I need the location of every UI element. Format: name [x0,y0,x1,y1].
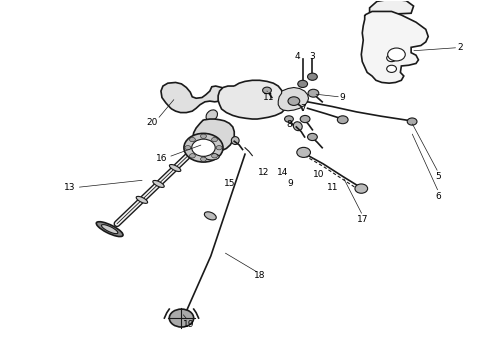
Text: 4: 4 [295,52,300,61]
Circle shape [387,65,396,72]
Circle shape [285,116,294,122]
Text: 18: 18 [254,270,266,279]
Text: 12: 12 [258,168,269,177]
Circle shape [184,134,223,162]
Circle shape [190,138,196,142]
Text: 11: 11 [327,183,339,192]
PathPatch shape [361,12,428,83]
Text: 14: 14 [277,168,289,177]
Circle shape [337,116,348,124]
Circle shape [297,147,311,157]
Circle shape [190,154,196,158]
Circle shape [288,97,300,105]
Circle shape [185,145,191,150]
Circle shape [407,118,417,125]
PathPatch shape [161,82,226,113]
Circle shape [355,184,368,193]
PathPatch shape [193,119,234,151]
Ellipse shape [204,153,219,160]
Circle shape [308,73,318,80]
Text: 16: 16 [156,154,168,163]
Text: 9: 9 [287,179,293,188]
Text: 8: 8 [286,120,292,129]
Circle shape [200,157,206,161]
Text: 5: 5 [435,172,441,181]
PathPatch shape [369,0,414,15]
Text: 6: 6 [435,192,441,201]
Circle shape [308,89,319,97]
Circle shape [200,134,206,138]
Text: 19: 19 [183,320,195,329]
Circle shape [212,154,218,158]
Text: 15: 15 [223,179,235,188]
Circle shape [308,134,318,140]
Text: 7: 7 [300,104,306,113]
Circle shape [192,139,215,156]
Circle shape [216,145,222,150]
PathPatch shape [278,87,309,111]
Circle shape [169,309,194,327]
Text: 10: 10 [313,170,324,179]
Ellipse shape [153,180,164,188]
Ellipse shape [170,165,181,171]
Text: 17: 17 [357,215,368,224]
Text: 9: 9 [340,93,345,102]
PathPatch shape [218,80,287,119]
Ellipse shape [206,110,218,121]
Ellipse shape [97,222,123,237]
Text: 13: 13 [64,183,76,192]
Text: 3: 3 [310,52,315,61]
Ellipse shape [136,196,147,203]
Circle shape [387,54,396,62]
Circle shape [388,48,405,61]
Text: 20: 20 [147,118,158,127]
Ellipse shape [294,122,302,131]
Ellipse shape [101,225,118,234]
Circle shape [212,138,218,142]
Text: 11: 11 [263,93,274,102]
Circle shape [298,80,308,87]
Ellipse shape [231,136,239,144]
Circle shape [263,87,271,94]
Text: 2: 2 [457,43,463,52]
Circle shape [300,116,310,123]
Ellipse shape [204,212,216,220]
